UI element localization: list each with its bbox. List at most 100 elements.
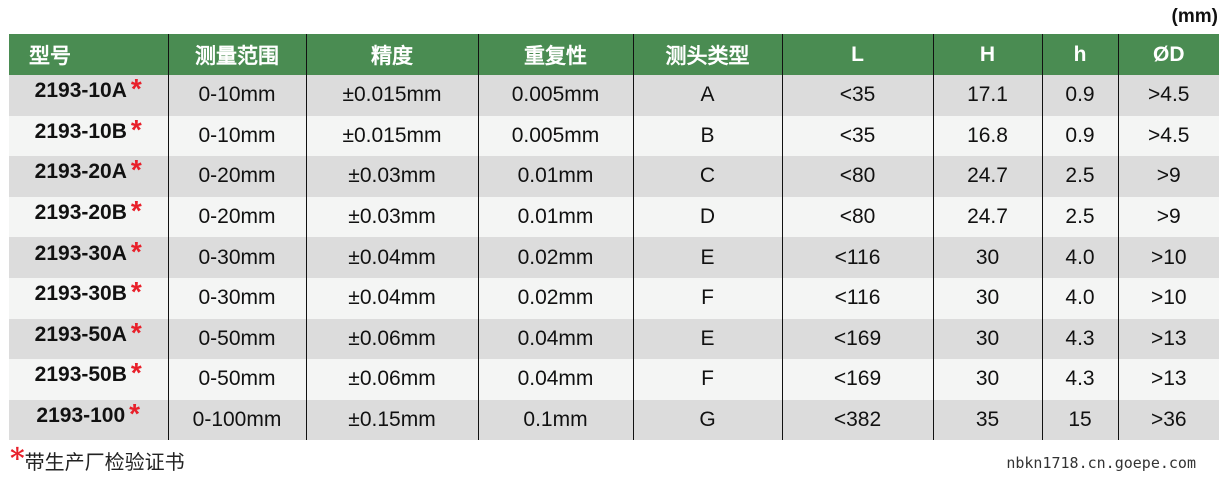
table-cell: 0.9 <box>1041 115 1118 157</box>
column-header: 型号 <box>9 34 168 75</box>
table-cell: 0-50mm <box>167 318 306 360</box>
table-cell: >9 <box>1117 196 1219 238</box>
table-cell: C <box>632 156 782 197</box>
model-number: 2193-10A <box>34 79 127 103</box>
footnote-text: 带生产厂检验证书 <box>24 450 185 474</box>
footnote: *带生产厂检验证书 <box>10 442 185 479</box>
table-cell: >13 <box>1117 359 1219 400</box>
column-header: ØD <box>1117 34 1219 75</box>
asterisk-icon: * <box>130 195 142 227</box>
asterisk-icon: * <box>130 73 142 105</box>
table-cell: F <box>632 359 782 400</box>
table-cell: <382 <box>781 399 933 441</box>
table-cell: 2193-10B * <box>9 113 168 157</box>
column-header: L <box>781 34 933 75</box>
column-header: H <box>932 34 1042 75</box>
table-cell: <169 <box>781 359 933 400</box>
unit-label: (mm) <box>1171 6 1218 27</box>
column-header: 重复性 <box>477 34 633 75</box>
asterisk-icon: * <box>130 113 142 145</box>
table-cell: ±0.15mm <box>305 399 478 441</box>
table-cell: 2193-50B * <box>9 357 168 400</box>
table-cell: <116 <box>781 237 933 278</box>
table-cell: ±0.06mm <box>305 359 478 400</box>
table-cell: >9 <box>1117 156 1219 197</box>
column-header: h <box>1041 34 1118 75</box>
table-cell: <116 <box>781 277 933 319</box>
table-cell: >10 <box>1117 277 1219 319</box>
table-cell: 0-10mm <box>167 115 306 157</box>
model-number: 2193-20A <box>34 160 127 184</box>
table-cell: 30 <box>932 318 1042 360</box>
table-row: 2193-50B * 0-50mm ±0.06mm 0.04mm F <169 30 4.3 >1… <box>9 357 1219 400</box>
table-cell: 35 <box>932 399 1042 441</box>
table-cell: E <box>632 318 782 360</box>
table-cell: 2193-20A * <box>9 154 168 197</box>
table-cell: >4.5 <box>1117 115 1219 157</box>
table-cell: 30 <box>932 237 1042 278</box>
table-cell: ±0.03mm <box>305 156 478 197</box>
table-cell: 2193-100 * <box>9 398 168 441</box>
table-cell: 30 <box>932 277 1042 319</box>
table-cell: 0.9 <box>1041 75 1118 116</box>
table-cell: 0-20mm <box>167 196 306 238</box>
table-cell: 2193-30A * <box>9 235 168 278</box>
table-cell: >36 <box>1117 399 1219 441</box>
table-cell: 0-30mm <box>167 277 306 319</box>
table-row: 2193-100 * 0-100mm ±0.15mm 0.1mm G <382 35 15 >36 <box>9 398 1219 441</box>
model-number: 2193-30B <box>34 282 127 306</box>
table-cell: 4.3 <box>1041 318 1118 360</box>
asterisk-icon: * <box>130 154 142 186</box>
table-row: 2193-30A * 0-30mm ±0.04mm 0.02mm E <116 30 4.0 >1… <box>9 235 1219 278</box>
table-cell: 0-20mm <box>167 156 306 197</box>
asterisk-icon: * <box>10 442 25 475</box>
table-cell: 0.04mm <box>477 318 633 360</box>
asterisk-icon: * <box>130 276 142 308</box>
table-row: 2193-30B * 0-30mm ±0.04mm 0.02mm F <116 30 4.0 >1… <box>9 276 1219 319</box>
column-header: 测量范围 <box>167 34 306 75</box>
table-cell: ±0.015mm <box>305 115 478 157</box>
table-cell: 0.02mm <box>477 237 633 278</box>
table-cell: 0.04mm <box>477 359 633 400</box>
table-cell: F <box>632 277 782 319</box>
table-cell: <35 <box>781 75 933 116</box>
table-cell: A <box>632 75 782 116</box>
model-number: 2193-30A <box>34 241 127 265</box>
table-cell: 2193-10A * <box>9 73 168 116</box>
table-cell: 0.005mm <box>477 75 633 116</box>
table-cell: <80 <box>781 156 933 197</box>
model-number: 2193-20B <box>34 201 127 225</box>
table-row: 2193-20A * 0-20mm ±0.03mm 0.01mm C <80 24.7 2.5 >… <box>9 154 1219 197</box>
table-cell: 24.7 <box>932 196 1042 238</box>
table-cell: E <box>632 237 782 278</box>
model-number: 2193-50A <box>34 322 127 346</box>
table-row: 2193-10B * 0-10mm ±0.015mm 0.005mm B <35 16.8 0.… <box>9 113 1219 157</box>
column-header: 精度 <box>305 34 478 75</box>
table-cell: 0.02mm <box>477 277 633 319</box>
table-row: 2193-20B * 0-20mm ±0.03mm 0.01mm D <80 24.7 2.5 >… <box>9 195 1219 238</box>
table-cell: ±0.03mm <box>305 196 478 238</box>
table-cell: 2.5 <box>1041 156 1118 197</box>
table-cell: 2193-30B * <box>9 276 168 319</box>
model-number: 2193-100 <box>36 404 126 428</box>
table-cell: ±0.015mm <box>305 75 478 116</box>
table-cell: >13 <box>1117 318 1219 360</box>
table-cell: 0-30mm <box>167 237 306 278</box>
asterisk-icon: * <box>130 235 142 267</box>
table-cell: 4.0 <box>1041 237 1118 278</box>
table-cell: 17.1 <box>932 75 1042 116</box>
table-cell: <80 <box>781 196 933 238</box>
table-cell: 4.0 <box>1041 277 1118 319</box>
table-cell: ±0.04mm <box>305 277 478 319</box>
table-row: 2193-10A * 0-10mm ±0.015mm 0.005mm A <35 17.1 0.… <box>9 73 1219 116</box>
model-number: 2193-10B <box>34 119 127 143</box>
table-cell: G <box>632 399 782 441</box>
table-cell: 0.005mm <box>477 115 633 157</box>
table-cell: <169 <box>781 318 933 360</box>
model-number: 2193-50B <box>34 363 127 387</box>
watermark-url: nbkn1718.cn.goepe.com <box>1006 454 1196 472</box>
column-header: 测头类型 <box>632 34 782 75</box>
table-cell: 24.7 <box>932 156 1042 197</box>
asterisk-icon: * <box>130 357 142 389</box>
